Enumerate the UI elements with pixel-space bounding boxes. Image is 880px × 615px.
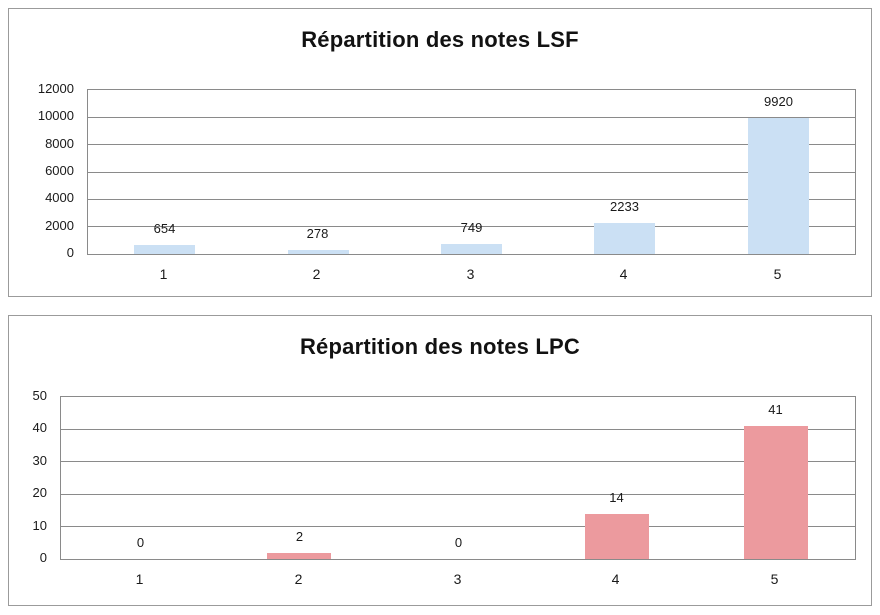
gridline <box>61 428 855 430</box>
gridline <box>61 493 855 495</box>
bar-category-1 <box>134 245 195 254</box>
bar-category-4 <box>594 223 655 254</box>
data-label: 654 <box>153 221 176 236</box>
x-axis-category-label: 1 <box>135 571 144 587</box>
gridline <box>88 198 855 200</box>
chart-title-lpc: Répartition des notes LPC <box>299 334 581 359</box>
x-axis-category-label: 3 <box>453 571 462 587</box>
x-axis-category-label: 5 <box>773 266 782 282</box>
y-axis-tick-label: 0 <box>39 550 47 565</box>
gridline <box>88 144 855 146</box>
chart-lpc: Répartition des notes LPC 0 2 0 14 41 0 10 20 3… <box>8 315 872 606</box>
y-axis-tick-label: 0 <box>66 245 74 260</box>
data-label: 749 <box>460 220 483 235</box>
y-axis-tick-label: 10000 <box>37 108 74 124</box>
gridline <box>61 526 855 528</box>
data-label: 14 <box>609 490 624 505</box>
y-axis-tick-label: 20 <box>32 485 47 501</box>
y-axis-tick-label: 30 <box>32 452 47 468</box>
gridline <box>88 171 855 173</box>
gridline <box>61 461 855 463</box>
data-label: 41 <box>768 402 783 417</box>
y-axis-tick-label: 6000 <box>45 163 74 178</box>
plot-area-lsf: 654 278 749 2233 9920 <box>87 89 856 255</box>
gridline <box>88 226 855 228</box>
bar-category-2 <box>267 553 331 559</box>
x-axis-category-label: 5 <box>770 571 779 587</box>
data-label: 0 <box>454 535 463 550</box>
y-axis-tick-label: 50 <box>32 388 47 403</box>
x-axis-category-label: 3 <box>466 266 475 282</box>
data-label: 2233 <box>610 199 639 214</box>
x-axis-category-label: 1 <box>159 266 168 282</box>
y-axis-tick-label: 8000 <box>45 135 74 151</box>
bar-category-5 <box>744 426 808 559</box>
x-axis-category-label: 2 <box>312 266 321 282</box>
bar-category-4 <box>585 514 649 559</box>
gridline <box>88 116 855 118</box>
x-axis-category-label: 4 <box>619 266 628 282</box>
data-label: 2 <box>295 529 304 544</box>
data-label: 278 <box>306 226 329 241</box>
data-label: 0 <box>136 535 145 550</box>
y-axis-tick-label: 12000 <box>37 81 74 96</box>
y-axis-tick-label: 2000 <box>45 217 74 233</box>
chart-title-lsf: Répartition des notes LSF <box>301 27 579 52</box>
data-label: 9920 <box>764 94 793 109</box>
y-axis-tick-label: 40 <box>32 420 47 436</box>
bar-category-3 <box>441 244 502 254</box>
chart-lsf: Répartition des notes LSF 654 278 749 2233 9… <box>8 8 872 297</box>
x-axis-category-label: 2 <box>294 571 303 587</box>
bar-category-2 <box>288 250 349 254</box>
bar-category-5 <box>748 118 809 254</box>
y-axis-tick-label: 10 <box>32 517 47 533</box>
plot-area-lpc: 0 2 0 14 41 <box>60 396 856 560</box>
x-axis-category-label: 4 <box>611 571 620 587</box>
y-axis-tick-label: 4000 <box>45 190 74 206</box>
